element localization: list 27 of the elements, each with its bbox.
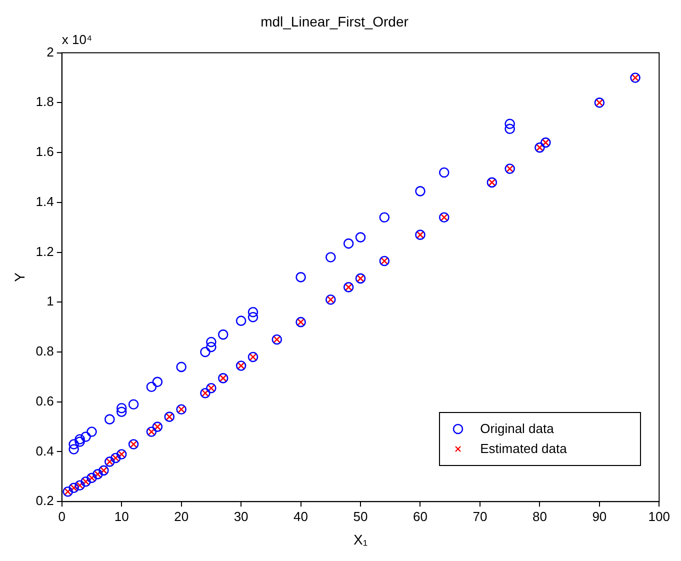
y-tick-label: 0.4 bbox=[36, 443, 54, 458]
x-axis-title: X₁ bbox=[353, 531, 368, 548]
y-axis-title: Y bbox=[11, 272, 28, 282]
y-tick-label: 0.2 bbox=[36, 493, 54, 508]
legend-label: Estimated data bbox=[480, 441, 567, 456]
x-tick-label: 40 bbox=[294, 508, 308, 524]
x-tick-label: 10 bbox=[114, 508, 129, 524]
legend-label: Original data bbox=[480, 421, 554, 436]
x-tick-label: 80 bbox=[532, 508, 547, 524]
x-tick-label: 20 bbox=[174, 508, 189, 524]
chart-title: mdl_Linear_First_Order bbox=[260, 13, 409, 30]
x-tick-label: 90 bbox=[592, 508, 607, 524]
y-tick-label: 1 bbox=[46, 294, 54, 309]
y-tick-label: 0.8 bbox=[36, 344, 54, 359]
x-tick-label: 0 bbox=[58, 508, 66, 524]
x-tick-label: 30 bbox=[234, 508, 248, 524]
x-tick-label: 50 bbox=[353, 508, 368, 524]
text: x 10⁴ bbox=[62, 32, 92, 47]
y-tick-label: 1.2 bbox=[36, 244, 54, 259]
x-tick-label: 70 bbox=[472, 508, 488, 524]
x-tick-label: 60 bbox=[413, 508, 428, 524]
y-tick-label: 1.4 bbox=[36, 194, 54, 209]
y-tick-label: 2 bbox=[46, 44, 54, 60]
y-tick-label: 1.6 bbox=[36, 144, 54, 160]
x-tick-label: 100 bbox=[648, 508, 670, 524]
y-tick-label: 1.8 bbox=[36, 94, 54, 110]
y-tick-label: 0.6 bbox=[36, 393, 54, 408]
